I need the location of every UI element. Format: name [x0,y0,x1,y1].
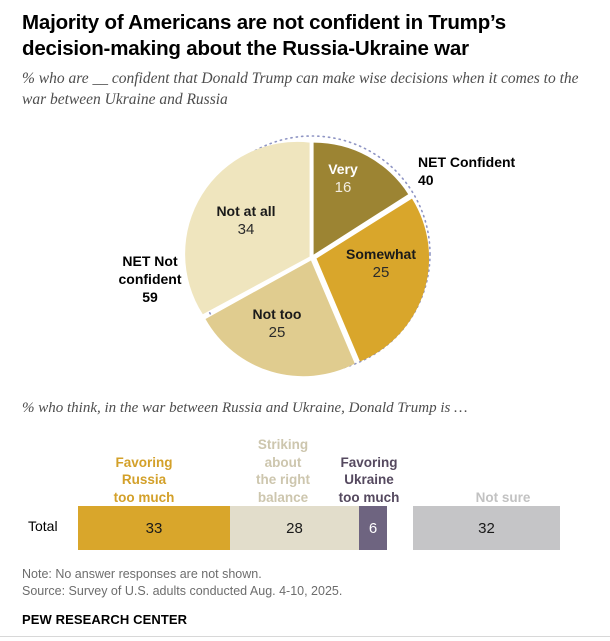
bar-header-russia-line1: Favoring [115,454,173,470]
bar-header-balance-line1: Striking [257,437,309,452]
bar-header-striking-balance: Striking about the right balance [243,436,323,506]
pew-research-center-logo: PEW RESEARCH CENTER [22,612,188,627]
pie-slice-very [313,142,409,255]
bar-segment-favoring-russia: 33 [78,506,230,550]
bar-header-balance-line3: the right [256,472,310,487]
bar-header-not-sure-line1: Not sure [475,489,531,505]
bar-header-russia-line2: Russia [121,472,167,487]
pie-label-very: Very 16 [313,160,373,198]
bar-chart-row-total: Total 33 28 6 32 [0,506,610,550]
footer-notes: Note: No answer responses are not shown.… [22,566,592,600]
chart-subtitle: % who are __ confident that Donald Trump… [22,70,579,108]
page-title: Majority of Americans are not confident … [22,11,506,60]
pie-chart-svg [185,135,431,377]
pie-value-very: 16 [334,179,352,196]
pie-value-not-too: 25 [268,324,286,341]
pie-slice-somewhat [316,198,430,362]
bar-header-balance-line4: balance [257,489,309,505]
bar-header-balance-line2: about [264,454,302,470]
pie-label-not-too: Not too 25 [238,305,316,343]
bar-header-ukraine-line3: too much [338,489,400,505]
pie-label-somewhat: Somewhat 25 [333,245,429,283]
pie-value-not-at-all: 34 [237,221,255,238]
bar-chart-headers: Favoring Russia too much Striking about … [0,424,610,506]
pie-label-not-at-all-text: Not at all [216,203,276,219]
pie-slice-not-at-all [185,141,310,315]
bar-header-not-sure: Not sure [432,489,574,507]
bar-chart-subtitle: % who think, in the war between Russia a… [22,400,468,416]
bar-segment-striking-balance: 28 [230,506,359,550]
bar-header-ukraine-line1: Favoring [340,454,398,470]
net-confident-label: NET Confident [418,154,516,170]
net-not-confident-annotation: NET Not confident 59 [98,252,202,306]
pie-label-very-text: Very [328,161,358,177]
bottom-divider [0,636,610,637]
pie-label-not-too-text: Not too [252,306,302,322]
footer-note: Note: No answer responses are not shown. [22,567,262,581]
net-not-confident-value: 59 [142,289,158,305]
net-confident-annotation: NET Confident 40 [418,153,515,189]
net-not-confident-label-line2: confident [118,271,182,287]
footer-source: Source: Survey of U.S. adults conducted … [22,584,343,598]
pie-label-not-at-all: Not at all 34 [194,202,298,240]
pie-slice-not-too [205,260,355,377]
net-not-confident-label-line1: NET Not [122,253,178,269]
bar-row-label-total: Total [28,518,58,534]
bar-header-favoring-russia: Favoring Russia too much [100,454,188,507]
bar-segment-favoring-ukraine: 6 [359,506,387,550]
pie-chart: Very 16 Somewhat 25 Not too 25 Not at al… [0,128,610,386]
pie-label-somewhat-text: Somewhat [345,246,416,262]
bar-segment-not-sure: 32 [413,506,560,550]
pie-value-somewhat: 25 [372,264,390,281]
bar-header-russia-line3: too much [113,489,175,505]
bar-header-ukraine-line2: Ukraine [344,472,394,487]
net-confident-value: 40 [418,172,434,188]
bar-header-favoring-ukraine: Favoring Ukraine too much [327,454,411,507]
